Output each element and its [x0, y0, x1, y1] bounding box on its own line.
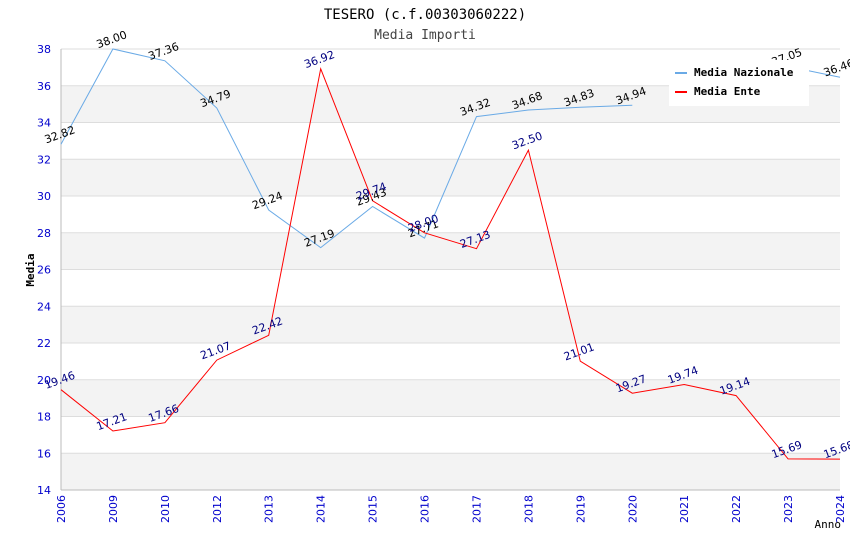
chart-title: TESERO (c.f.00303060222)	[324, 7, 526, 23]
plot-band	[61, 379, 840, 417]
y-axis-label: Media	[24, 253, 37, 286]
legend-label-ente: Media Ente	[694, 85, 761, 98]
x-tick-label: 2020	[626, 495, 639, 523]
legend: Media Nazionale Media Ente	[669, 60, 809, 106]
x-tick-label: 2010	[159, 495, 172, 523]
plot-band	[61, 416, 840, 454]
x-tick-label: 2015	[367, 495, 380, 523]
x-tick-label: 2024	[834, 495, 847, 523]
gridlines	[60, 48, 840, 491]
x-tick-label: 2021	[678, 495, 691, 523]
x-tick-label: 2022	[730, 495, 743, 523]
y-tick-label: 14	[37, 484, 51, 497]
y-tick-label: 20	[37, 374, 51, 387]
x-tick-label: 2006	[55, 495, 68, 523]
x-tick-label: 2017	[470, 495, 483, 523]
y-axis-tick-labels: 14 16 18 20 22 24 26 28 30 32 34 36 38	[37, 43, 51, 497]
y-tick-label: 32	[37, 153, 51, 166]
legend-label-nazionale: Media Nazionale	[694, 66, 794, 79]
y-tick-label: 16	[37, 447, 51, 460]
x-tick-label: 2019	[574, 495, 587, 523]
y-tick-label: 30	[37, 190, 51, 203]
y-tick-label: 26	[37, 264, 51, 277]
x-axis-tick-labels: 2006 2009 2010 2012 2013 2014 2015 2016 2017 2018…	[55, 495, 847, 523]
data-label: 38.00	[95, 28, 129, 51]
x-axis-label: Anno	[815, 518, 842, 531]
plot-band	[61, 269, 840, 307]
x-tick-label: 2013	[263, 495, 276, 523]
y-tick-label: 18	[37, 411, 51, 424]
legend-background	[669, 60, 809, 106]
y-tick-label: 24	[37, 300, 51, 313]
series-line-nazionale	[60, 48, 633, 249]
x-tick-label: 2014	[315, 495, 328, 523]
x-tick-label: 2009	[107, 495, 120, 523]
x-tick-label: 2016	[419, 495, 432, 523]
y-tick-label: 36	[37, 80, 51, 93]
series-line-ente	[60, 67, 841, 460]
x-tick-label: 2018	[522, 495, 535, 523]
chart-subtitle: Media Importi	[374, 28, 476, 43]
plot-band	[61, 306, 840, 343]
plot-band	[61, 343, 840, 380]
x-tick-label: 2012	[211, 495, 224, 523]
plot-band	[61, 196, 840, 233]
plot-band	[61, 122, 840, 160]
y-tick-label: 38	[37, 43, 51, 56]
plot-band	[61, 232, 840, 270]
y-tick-label: 22	[37, 337, 51, 350]
y-tick-label: 34	[37, 117, 51, 130]
plot-band	[61, 453, 840, 490]
y-tick-label: 28	[37, 227, 51, 240]
x-tick-label: 2023	[782, 495, 795, 523]
